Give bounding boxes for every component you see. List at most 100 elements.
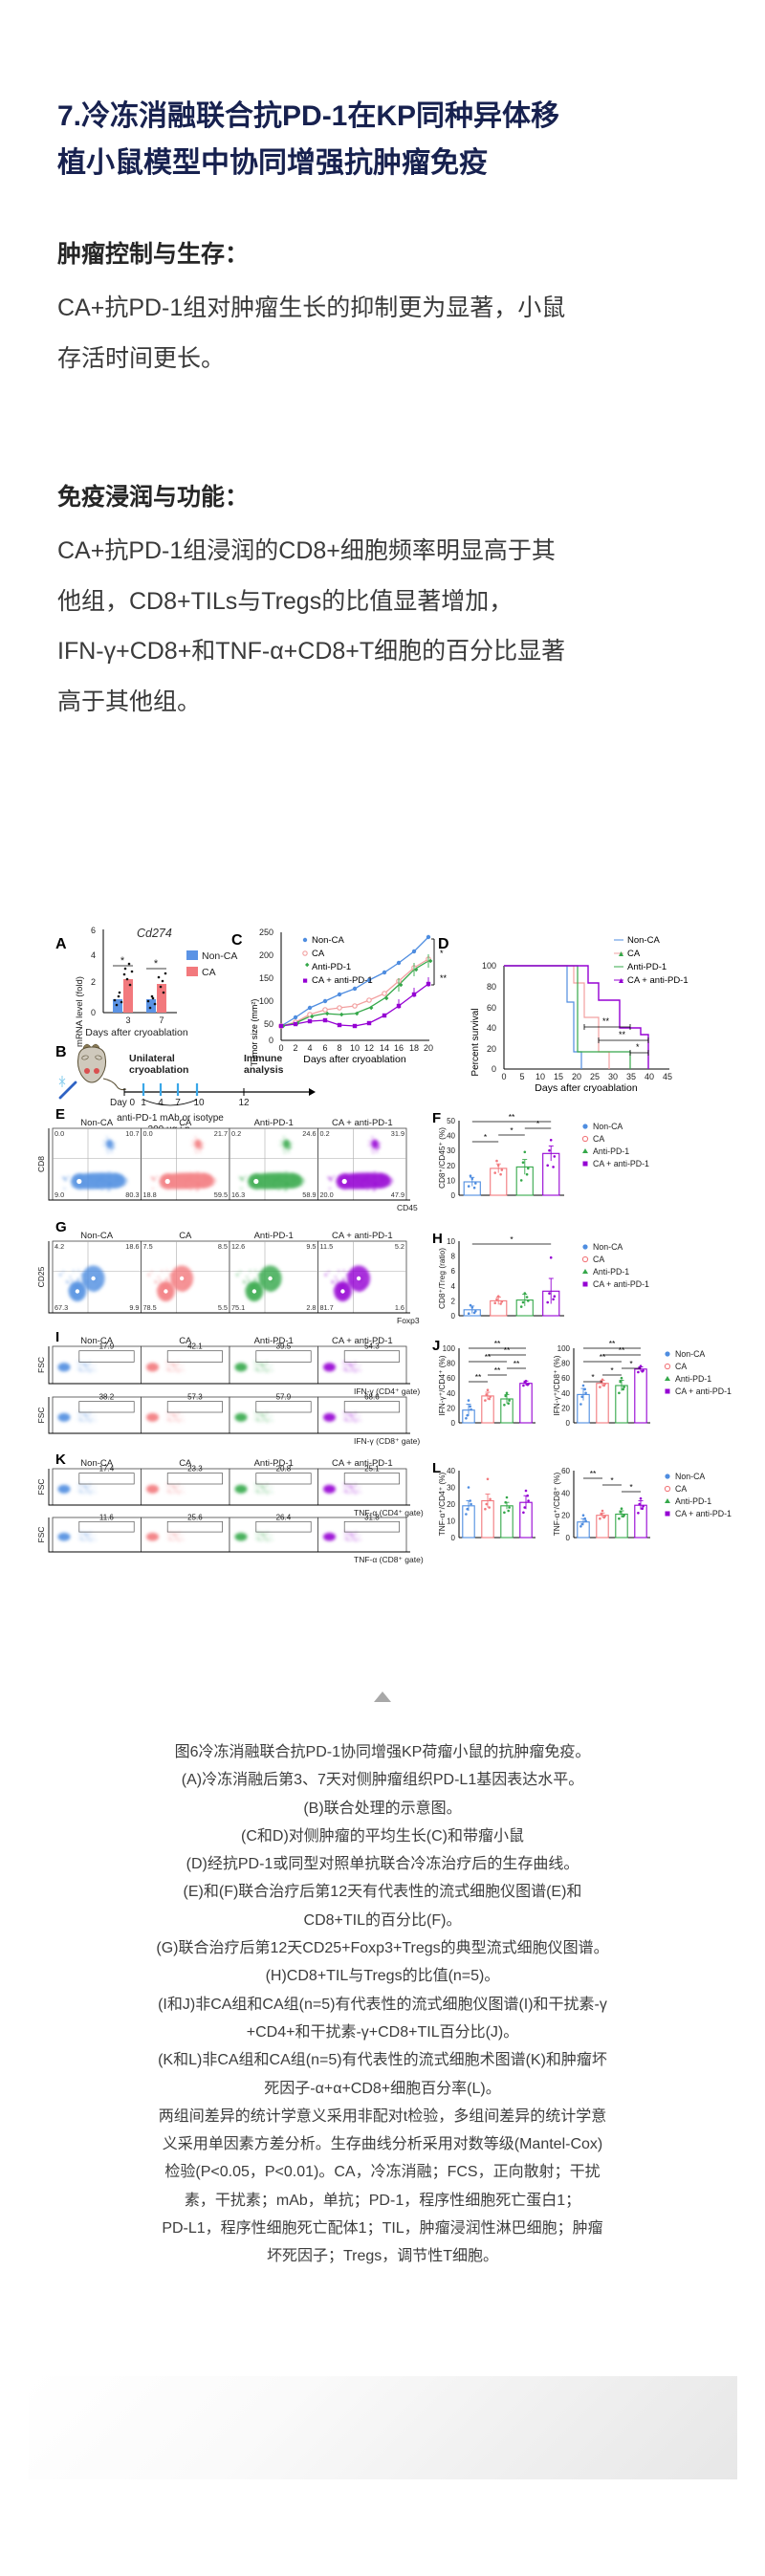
svg-text:8.5: 8.5 bbox=[218, 1242, 228, 1251]
svg-text:18.8: 18.8 bbox=[143, 1190, 157, 1199]
svg-text:8: 8 bbox=[337, 1043, 341, 1053]
svg-text:Unilateral: Unilateral bbox=[129, 1053, 175, 1064]
svg-text:Days after cryoablation: Days after cryoablation bbox=[85, 1027, 188, 1038]
svg-text:23.3: 23.3 bbox=[187, 1465, 203, 1474]
svg-text:cryoablation: cryoablation bbox=[129, 1064, 188, 1076]
svg-text:38.2: 38.2 bbox=[99, 1393, 115, 1402]
svg-text:6: 6 bbox=[322, 1043, 327, 1053]
svg-text:0: 0 bbox=[492, 1064, 496, 1074]
svg-text:250: 250 bbox=[259, 928, 273, 937]
svg-text:*: * bbox=[120, 955, 125, 967]
svg-text:60: 60 bbox=[447, 1374, 455, 1383]
svg-text:CA + anti-PD-1: CA + anti-PD-1 bbox=[627, 975, 688, 986]
svg-text:0.2: 0.2 bbox=[320, 1129, 330, 1138]
svg-text:CA + anti-PD-1: CA + anti-PD-1 bbox=[312, 975, 373, 986]
svg-text:200: 200 bbox=[259, 950, 273, 960]
svg-text:20.8: 20.8 bbox=[276, 1465, 292, 1474]
svg-text:3: 3 bbox=[125, 1015, 130, 1025]
svg-text:Non-CA: Non-CA bbox=[675, 1472, 705, 1481]
svg-text:**: ** bbox=[509, 1112, 515, 1122]
svg-text:**: ** bbox=[619, 1030, 626, 1039]
svg-text:FSC: FSC bbox=[36, 1408, 46, 1424]
svg-text:100: 100 bbox=[557, 1344, 571, 1353]
svg-text:25.6: 25.6 bbox=[187, 1513, 203, 1521]
svg-text:**: ** bbox=[602, 1016, 610, 1026]
svg-text:50: 50 bbox=[447, 1117, 455, 1125]
svg-text:10: 10 bbox=[447, 1517, 455, 1526]
svg-text:Non-CA: Non-CA bbox=[593, 1122, 623, 1131]
svg-text:6: 6 bbox=[451, 1267, 456, 1276]
svg-text:35: 35 bbox=[626, 1072, 636, 1081]
svg-text:D: D bbox=[438, 936, 449, 952]
svg-text:80: 80 bbox=[447, 1360, 455, 1368]
svg-text:0: 0 bbox=[501, 1072, 506, 1081]
svg-text:0.0: 0.0 bbox=[143, 1129, 153, 1138]
svg-text:15: 15 bbox=[554, 1072, 563, 1081]
svg-text:20: 20 bbox=[561, 1404, 570, 1412]
svg-text:60: 60 bbox=[561, 1374, 570, 1383]
svg-text:0: 0 bbox=[566, 1419, 571, 1428]
svg-text:**: ** bbox=[600, 1352, 606, 1362]
svg-text:80: 80 bbox=[487, 982, 496, 992]
svg-text:9.0: 9.0 bbox=[55, 1190, 64, 1199]
svg-text:57.9: 57.9 bbox=[276, 1393, 292, 1402]
svg-text:10: 10 bbox=[536, 1072, 545, 1081]
svg-text:4: 4 bbox=[307, 1043, 312, 1053]
svg-text:1.6: 1.6 bbox=[395, 1303, 404, 1312]
svg-text:FSC: FSC bbox=[36, 1527, 46, 1543]
svg-text:CA + anti-PD-1: CA + anti-PD-1 bbox=[675, 1509, 732, 1518]
svg-text:8: 8 bbox=[451, 1253, 456, 1261]
svg-text:0.2: 0.2 bbox=[231, 1129, 241, 1138]
svg-text:B: B bbox=[55, 1044, 67, 1060]
svg-text:CA: CA bbox=[675, 1484, 687, 1494]
svg-text:Non-CA: Non-CA bbox=[80, 1118, 113, 1128]
svg-text:Percent survival: Percent survival bbox=[470, 1008, 481, 1076]
svg-text:9.5: 9.5 bbox=[306, 1242, 316, 1251]
svg-text:Anti-PD-1: Anti-PD-1 bbox=[593, 1267, 629, 1277]
svg-text:**: ** bbox=[494, 1365, 501, 1375]
svg-text:Foxp3: Foxp3 bbox=[397, 1316, 420, 1325]
svg-text:G: G bbox=[55, 1219, 67, 1235]
svg-text:40: 40 bbox=[447, 1467, 455, 1475]
svg-text:CA: CA bbox=[202, 967, 216, 978]
svg-text:0: 0 bbox=[451, 1534, 456, 1542]
svg-text:5: 5 bbox=[519, 1072, 524, 1081]
svg-text:FSC: FSC bbox=[36, 1357, 46, 1373]
svg-text:7: 7 bbox=[159, 1015, 164, 1025]
svg-text:100: 100 bbox=[443, 1344, 456, 1353]
svg-text:IFN-γ⁺/CD8⁺ (%): IFN-γ⁺/CD8⁺ (%) bbox=[552, 1355, 561, 1415]
svg-text:75.1: 75.1 bbox=[231, 1303, 245, 1312]
svg-text:**: ** bbox=[619, 1345, 625, 1355]
svg-text:A: A bbox=[55, 936, 67, 952]
svg-text:J: J bbox=[432, 1338, 440, 1354]
svg-text:2: 2 bbox=[293, 1043, 297, 1053]
svg-text:11.6: 11.6 bbox=[99, 1513, 115, 1521]
svg-text:2: 2 bbox=[451, 1297, 456, 1305]
svg-text:40: 40 bbox=[447, 1389, 455, 1398]
svg-text:Day 0: Day 0 bbox=[110, 1098, 136, 1108]
svg-text:17.9: 17.9 bbox=[99, 1343, 115, 1351]
svg-text:60: 60 bbox=[487, 1003, 496, 1013]
svg-text:0.0: 0.0 bbox=[55, 1129, 64, 1138]
svg-text:20: 20 bbox=[572, 1072, 581, 1081]
svg-text:TNF-α (CD8⁺ gate): TNF-α (CD8⁺ gate) bbox=[354, 1555, 424, 1564]
svg-text:40: 40 bbox=[447, 1132, 455, 1141]
svg-text:9.9: 9.9 bbox=[129, 1303, 139, 1312]
svg-text:20: 20 bbox=[424, 1043, 433, 1053]
svg-text:CA: CA bbox=[627, 949, 641, 959]
svg-text:18: 18 bbox=[409, 1043, 419, 1053]
svg-text:CD8: CD8 bbox=[36, 1156, 46, 1172]
svg-text:CA + anti-PD-1: CA + anti-PD-1 bbox=[332, 1336, 393, 1346]
svg-text:4: 4 bbox=[91, 950, 96, 960]
svg-text:4: 4 bbox=[158, 1098, 164, 1108]
svg-text:**: ** bbox=[494, 1339, 501, 1348]
svg-text:2: 2 bbox=[91, 977, 96, 987]
svg-text:30: 30 bbox=[608, 1072, 618, 1081]
svg-text:4: 4 bbox=[451, 1282, 456, 1291]
svg-text:CA + anti-PD-1: CA + anti-PD-1 bbox=[332, 1231, 393, 1241]
svg-text:1: 1 bbox=[141, 1098, 146, 1108]
svg-text:IFN-γ⁺/CD4⁺ (%): IFN-γ⁺/CD4⁺ (%) bbox=[437, 1355, 447, 1415]
svg-text:20.0: 20.0 bbox=[320, 1190, 334, 1199]
svg-text:**: ** bbox=[475, 1372, 482, 1382]
svg-text:47.9: 47.9 bbox=[391, 1190, 404, 1199]
